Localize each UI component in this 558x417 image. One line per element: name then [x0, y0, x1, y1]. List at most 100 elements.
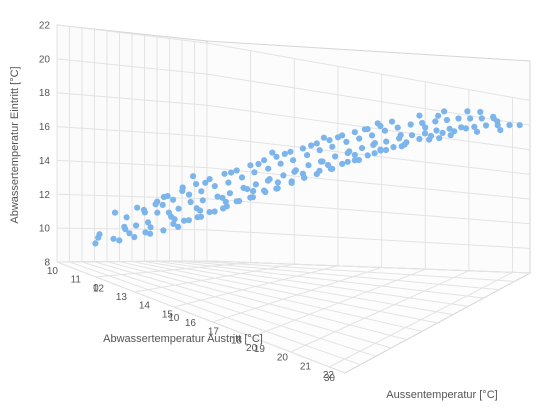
- data-point: [455, 115, 462, 122]
- data-point: [206, 176, 213, 183]
- data-point: [326, 137, 333, 144]
- z-gridline: [206, 43, 531, 274]
- z-tick-label: 10: [47, 266, 59, 277]
- z-gridline: [144, 35, 454, 316]
- data-point: [301, 174, 308, 181]
- y-tick-label: 22: [39, 21, 51, 32]
- data-point: [339, 160, 346, 167]
- data-point: [516, 122, 523, 129]
- data-point: [175, 223, 182, 230]
- data-point: [490, 113, 497, 120]
- data-point: [181, 217, 188, 224]
- data-point: [187, 198, 194, 206]
- data-point: [433, 127, 440, 134]
- data-point: [240, 184, 247, 191]
- data-point: [265, 165, 272, 172]
- data-point: [154, 198, 161, 205]
- points-layer: [92, 108, 523, 247]
- data-point: [477, 108, 484, 116]
- data-point: [261, 187, 268, 194]
- data-point: [478, 115, 485, 122]
- data-point: [382, 146, 390, 154]
- data-point: [358, 145, 366, 152]
- data-point: [446, 125, 453, 132]
- data-point: [394, 124, 401, 131]
- z-gridline: [94, 29, 392, 349]
- z-tick-label: 21: [300, 361, 312, 372]
- data-point: [233, 198, 240, 205]
- grid-layer: [56, 24, 532, 374]
- z-tick-label: 18: [231, 335, 243, 346]
- data-point: [324, 161, 332, 169]
- data-point: [220, 205, 227, 212]
- data-point: [316, 167, 323, 174]
- data-point: [308, 142, 315, 149]
- y-tick-label: 12: [39, 190, 51, 201]
- data-point: [159, 201, 166, 208]
- z-tick-label: 19: [254, 344, 266, 355]
- data-point: [116, 237, 123, 244]
- data-point: [252, 181, 259, 188]
- data-point: [250, 188, 257, 195]
- data-point: [377, 122, 384, 130]
- data-point: [273, 153, 280, 160]
- data-point: [140, 206, 147, 213]
- y-axis-title: Abwassertemperatur Eintritt [°C]: [9, 66, 21, 223]
- data-point: [179, 184, 186, 191]
- data-point: [299, 145, 306, 152]
- z-gridline: [131, 34, 438, 324]
- x-tick-label: 10: [168, 313, 180, 324]
- z-gridline: [194, 41, 515, 282]
- data-point: [199, 197, 206, 204]
- z-gridline: [169, 38, 484, 299]
- data-point: [368, 132, 376, 139]
- data-point: [439, 129, 446, 136]
- x-tick-label: 20: [246, 343, 258, 354]
- z-tick-label: 16: [185, 318, 197, 329]
- data-point: [123, 214, 130, 221]
- data-point: [313, 140, 320, 147]
- data-point: [494, 118, 501, 125]
- data-point: [441, 108, 448, 115]
- data-point: [426, 136, 433, 143]
- data-point: [292, 167, 299, 174]
- data-point: [320, 134, 327, 141]
- z-gridline: [81, 28, 376, 357]
- data-point: [383, 138, 390, 145]
- z-gridline: [119, 32, 423, 332]
- data-point: [194, 214, 201, 221]
- data-point: [133, 222, 140, 229]
- data-point: [408, 132, 416, 139]
- data-point: [225, 179, 232, 186]
- data-point: [170, 196, 177, 203]
- data-point: [436, 135, 443, 142]
- data-point: [329, 143, 336, 150]
- data-point: [131, 234, 138, 241]
- data-point: [238, 174, 246, 181]
- data-point: [147, 224, 154, 231]
- z-gridline: [106, 31, 407, 341]
- data-point: [416, 135, 423, 143]
- data-point: [197, 207, 204, 214]
- data-point: [211, 208, 218, 215]
- z-gridline: [181, 40, 500, 291]
- data-point: [144, 219, 152, 226]
- data-point: [281, 150, 288, 157]
- data-point: [186, 191, 193, 198]
- data-point: [305, 162, 312, 169]
- z-tick-label: 20: [277, 353, 289, 364]
- data-point: [154, 209, 161, 216]
- data-point: [377, 146, 384, 153]
- data-point: [211, 183, 218, 190]
- data-point: [447, 132, 454, 139]
- data-point: [396, 135, 403, 142]
- data-point: [255, 160, 262, 168]
- data-point: [316, 147, 323, 154]
- data-point: [435, 112, 442, 119]
- data-point: [92, 240, 99, 247]
- data-point: [274, 179, 281, 186]
- data-point: [343, 138, 350, 145]
- data-point: [351, 129, 358, 136]
- data-point: [269, 149, 276, 156]
- data-point: [482, 122, 490, 129]
